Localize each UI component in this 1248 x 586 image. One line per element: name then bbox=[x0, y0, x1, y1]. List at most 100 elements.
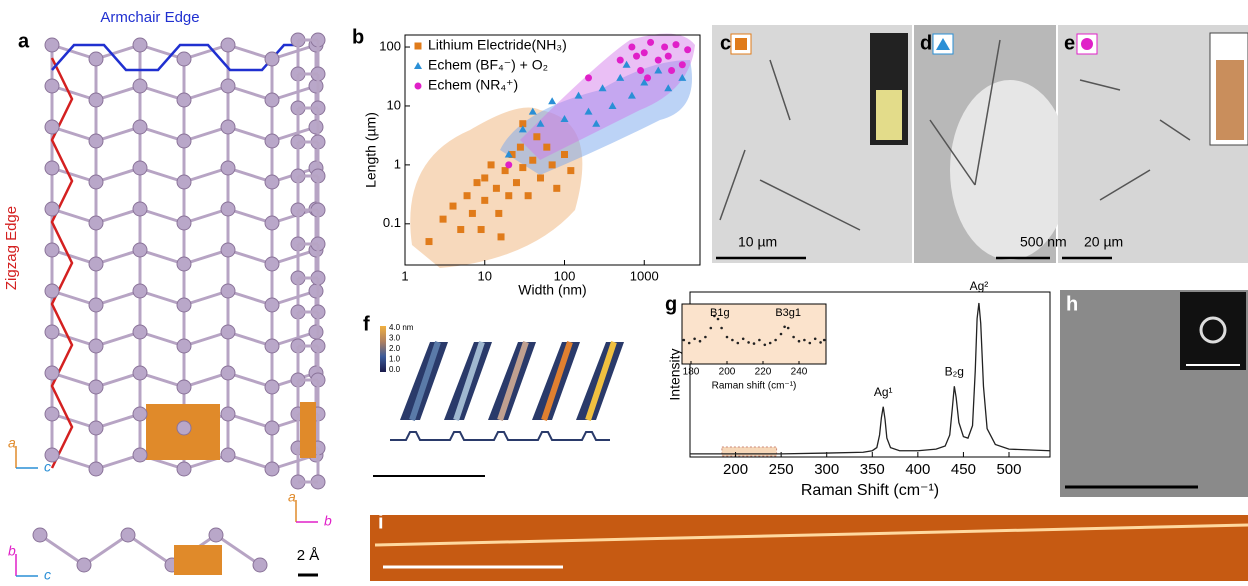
point bbox=[737, 342, 740, 345]
scale-label: 20 µm bbox=[1084, 234, 1123, 250]
colorbar-label: 1.0 bbox=[389, 355, 401, 364]
atom bbox=[265, 339, 279, 353]
point bbox=[704, 336, 707, 339]
atom bbox=[45, 120, 59, 134]
y-axis-label: Length (µm) bbox=[363, 112, 379, 188]
point bbox=[464, 192, 471, 199]
x-tick-label: 450 bbox=[951, 461, 976, 478]
atom bbox=[133, 79, 147, 93]
x-tick-label: 300 bbox=[814, 461, 839, 478]
point bbox=[688, 342, 691, 345]
atom bbox=[221, 79, 235, 93]
axis-label: c bbox=[44, 459, 51, 475]
point bbox=[693, 338, 696, 341]
scale-label: 500 nm bbox=[1020, 234, 1067, 250]
point bbox=[780, 333, 783, 336]
atom bbox=[177, 339, 191, 353]
point bbox=[679, 61, 686, 68]
atom bbox=[89, 298, 103, 312]
x-axis-label: Width (nm) bbox=[518, 282, 586, 298]
atom bbox=[221, 448, 235, 462]
vial-liquid bbox=[876, 90, 902, 140]
atom bbox=[133, 284, 147, 298]
inset-frame bbox=[682, 304, 826, 364]
atom bbox=[221, 202, 235, 216]
bond bbox=[128, 535, 172, 565]
atom bbox=[133, 120, 147, 134]
atom bbox=[89, 339, 103, 353]
atom bbox=[45, 38, 59, 52]
point bbox=[803, 339, 806, 342]
point bbox=[628, 44, 635, 51]
point bbox=[561, 151, 568, 158]
point bbox=[415, 83, 422, 90]
x-tick-label: 400 bbox=[905, 461, 930, 478]
atom bbox=[177, 52, 191, 66]
icon bbox=[735, 38, 747, 50]
point bbox=[787, 327, 790, 330]
atom bbox=[265, 257, 279, 271]
atom bbox=[45, 284, 59, 298]
atom bbox=[177, 93, 191, 107]
y-tick-label: 100 bbox=[379, 38, 401, 53]
point bbox=[726, 336, 729, 339]
scale-label: 10 µm bbox=[738, 234, 777, 250]
x-tick-label: 500 bbox=[996, 461, 1021, 478]
figure: abcdefghiArmchair EdgeZigzag Edgeacbcab2… bbox=[0, 0, 1248, 581]
point bbox=[440, 216, 447, 223]
edge-label: Armchair Edge bbox=[100, 9, 199, 26]
atom bbox=[221, 407, 235, 421]
point bbox=[683, 339, 686, 342]
point bbox=[647, 39, 654, 46]
y-axis-label: Intensity bbox=[667, 348, 683, 400]
atom bbox=[133, 366, 147, 380]
point bbox=[661, 44, 668, 51]
x-tick-label: 250 bbox=[769, 461, 794, 478]
point bbox=[769, 342, 772, 345]
point bbox=[585, 74, 592, 81]
colorbar-label: 2.0 bbox=[389, 344, 401, 353]
atom bbox=[89, 216, 103, 230]
bond bbox=[84, 535, 128, 565]
atom bbox=[89, 257, 103, 271]
panel-label: f bbox=[363, 313, 370, 335]
inset-range bbox=[722, 447, 777, 456]
point bbox=[519, 164, 526, 171]
atom bbox=[45, 407, 59, 421]
atom bbox=[265, 380, 279, 394]
point bbox=[513, 179, 520, 186]
point bbox=[809, 342, 812, 345]
panel-label: h bbox=[1066, 293, 1078, 315]
point bbox=[488, 161, 495, 168]
axis-label: a bbox=[8, 435, 16, 451]
atom bbox=[265, 298, 279, 312]
point bbox=[469, 210, 476, 217]
point bbox=[474, 179, 481, 186]
atom bbox=[33, 528, 47, 542]
colorbar-label: 4.0 nm bbox=[389, 323, 414, 332]
afm-profile bbox=[478, 432, 522, 440]
colorbar bbox=[380, 326, 386, 372]
point bbox=[481, 197, 488, 204]
point bbox=[798, 340, 801, 343]
panel-label: g bbox=[665, 293, 677, 315]
atom bbox=[309, 120, 323, 134]
point bbox=[525, 192, 532, 199]
afm-strip bbox=[370, 515, 1248, 581]
point bbox=[644, 74, 651, 81]
atom bbox=[221, 325, 235, 339]
x-tick-label: 10 bbox=[478, 268, 492, 283]
panel-label: d bbox=[920, 32, 932, 54]
point bbox=[517, 144, 524, 151]
point bbox=[505, 192, 512, 199]
x-tick-label: 180 bbox=[683, 367, 700, 378]
atom bbox=[177, 175, 191, 189]
point bbox=[529, 157, 536, 164]
point bbox=[505, 161, 512, 168]
atom bbox=[133, 407, 147, 421]
atom bbox=[45, 366, 59, 380]
atom bbox=[89, 380, 103, 394]
point bbox=[655, 57, 662, 64]
atom bbox=[309, 325, 323, 339]
point bbox=[533, 133, 540, 140]
